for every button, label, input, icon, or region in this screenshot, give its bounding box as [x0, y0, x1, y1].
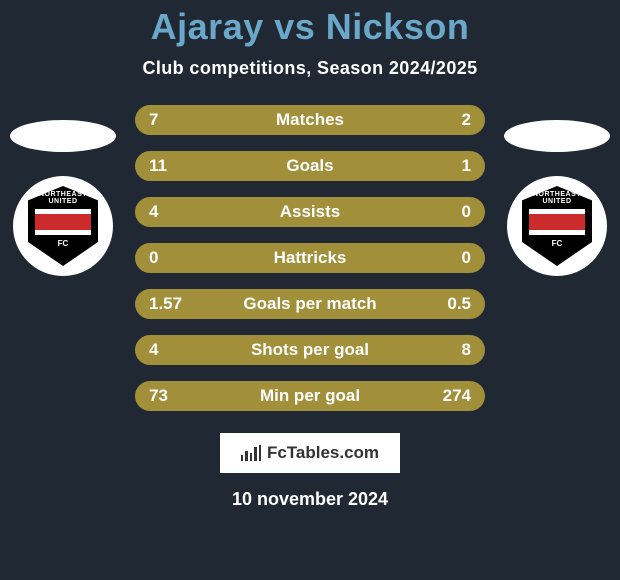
stat-right-value: 1 — [421, 156, 471, 176]
stat-left-value: 4 — [149, 202, 199, 222]
stat-left-value: 0 — [149, 248, 199, 268]
stat-right-value: 0 — [421, 248, 471, 268]
badge-shield-icon: NORTHEAST UNITED FC — [28, 186, 98, 266]
stat-right-value: 274 — [421, 386, 471, 406]
stat-label: Assists — [199, 202, 421, 222]
stat-label: Min per goal — [199, 386, 421, 406]
site-label: FcTables.com — [267, 443, 379, 463]
stat-label: Goals per match — [199, 294, 421, 314]
badge-text: NORTHEAST UNITED — [522, 191, 592, 205]
stat-right-value: 0 — [421, 202, 471, 222]
date: 10 november 2024 — [232, 489, 388, 510]
badge-stripe — [529, 209, 585, 235]
subtitle: Club competitions, Season 2024/2025 — [142, 58, 477, 79]
stat-left-value: 4 — [149, 340, 199, 360]
stats-block: 7 Matches 2 11 Goals 1 4 Assists 0 0 Hat… — [135, 105, 485, 411]
stat-label: Goals — [199, 156, 421, 176]
stat-right-value: 8 — [421, 340, 471, 360]
stat-label: Hattricks — [199, 248, 421, 268]
stat-row: 11 Goals 1 — [135, 151, 485, 181]
badge-sub: FC — [552, 239, 563, 248]
stat-row: 4 Assists 0 — [135, 197, 485, 227]
stat-label: Shots per goal — [199, 340, 421, 360]
right-club-badge: NORTHEAST UNITED FC — [507, 176, 607, 276]
badge-stripe — [35, 209, 91, 235]
comparison-infographic: Ajaray vs Nickson Club competitions, Sea… — [0, 0, 620, 580]
stat-right-value: 2 — [421, 110, 471, 130]
site-attribution: FcTables.com — [220, 433, 400, 473]
left-player-block: NORTHEAST UNITED FC — [8, 120, 118, 276]
right-player-pill — [504, 120, 610, 152]
stat-right-value: 0.5 — [421, 294, 471, 314]
stat-row: 0 Hattricks 0 — [135, 243, 485, 273]
stat-row: 4 Shots per goal 8 — [135, 335, 485, 365]
stat-row: 7 Matches 2 — [135, 105, 485, 135]
stat-label: Matches — [199, 110, 421, 130]
left-club-badge: NORTHEAST UNITED FC — [13, 176, 113, 276]
stat-left-value: 7 — [149, 110, 199, 130]
badge-shield-icon: NORTHEAST UNITED FC — [522, 186, 592, 266]
page-title: Ajaray vs Nickson — [151, 6, 470, 48]
badge-sub: FC — [58, 239, 69, 248]
right-player-block: NORTHEAST UNITED FC — [502, 120, 612, 276]
bar-chart-icon — [241, 445, 261, 461]
stat-row: 73 Min per goal 274 — [135, 381, 485, 411]
stat-left-value: 1.57 — [149, 294, 199, 314]
stat-row: 1.57 Goals per match 0.5 — [135, 289, 485, 319]
stat-left-value: 11 — [149, 156, 199, 176]
left-player-pill — [10, 120, 116, 152]
stat-left-value: 73 — [149, 386, 199, 406]
badge-text: NORTHEAST UNITED — [28, 191, 98, 205]
